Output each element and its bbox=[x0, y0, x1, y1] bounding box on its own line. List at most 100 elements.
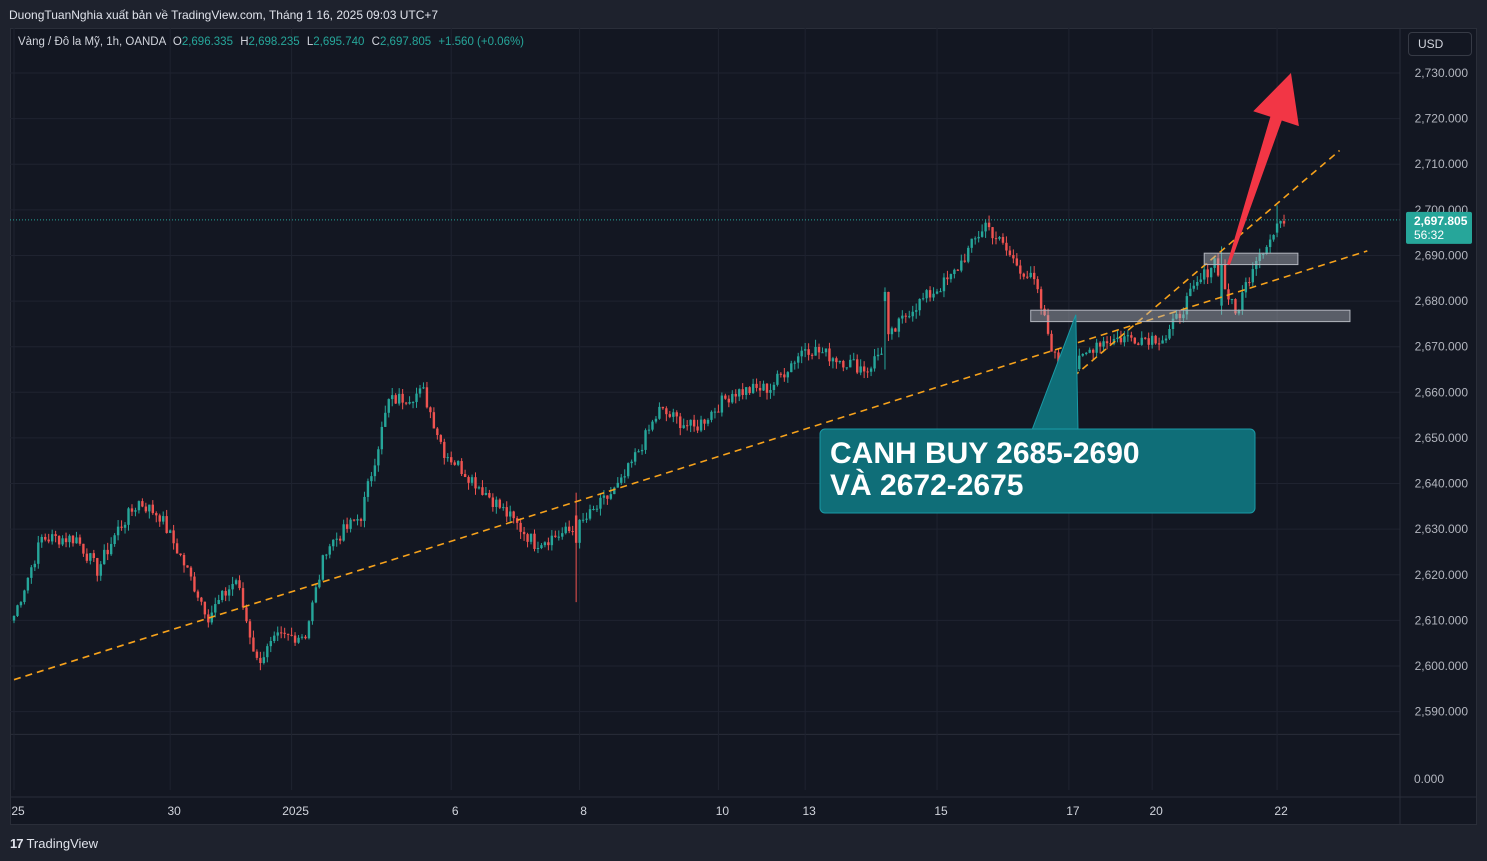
candle-body bbox=[866, 371, 869, 373]
candle-body bbox=[581, 519, 585, 521]
candle-body bbox=[980, 231, 984, 237]
candle-body bbox=[651, 421, 654, 430]
candle-body bbox=[894, 328, 897, 332]
candle-body bbox=[887, 291, 890, 335]
candle-body bbox=[578, 519, 581, 543]
candle-body bbox=[779, 373, 783, 375]
candle-body bbox=[182, 555, 186, 566]
candle-body bbox=[810, 354, 814, 356]
candle-body bbox=[443, 441, 446, 458]
candle-body bbox=[162, 516, 165, 522]
candle-body bbox=[1216, 258, 1220, 276]
candle-body bbox=[838, 360, 842, 363]
candle-body bbox=[509, 511, 512, 517]
candle-body bbox=[654, 418, 658, 422]
support-zone[interactable] bbox=[1203, 252, 1299, 266]
candle-body bbox=[148, 504, 151, 512]
candle-body bbox=[1130, 335, 1133, 338]
candle-body bbox=[391, 395, 394, 400]
candle-body bbox=[387, 399, 390, 413]
candle-body bbox=[1102, 341, 1105, 347]
price-tick: 2,620.000 bbox=[1415, 568, 1469, 582]
candle-body bbox=[984, 222, 987, 232]
price-tick: 2,690.000 bbox=[1415, 248, 1469, 262]
candle-body bbox=[762, 383, 765, 391]
candle-body bbox=[1265, 247, 1268, 254]
candle-body bbox=[293, 635, 297, 643]
candle-body bbox=[1171, 318, 1175, 329]
candle-body bbox=[151, 504, 154, 514]
candle-body bbox=[175, 543, 179, 554]
candle-body bbox=[137, 501, 141, 511]
candle-body bbox=[824, 348, 828, 353]
price-tick: 2,610.000 bbox=[1415, 613, 1469, 627]
candle-body bbox=[1154, 335, 1157, 344]
candle-body bbox=[484, 492, 488, 495]
candle-body bbox=[547, 542, 550, 546]
candle-body bbox=[1282, 221, 1286, 224]
tradingview-logo[interactable]: 17 TradingView bbox=[10, 836, 98, 851]
candle-body bbox=[616, 482, 619, 488]
candle-body bbox=[710, 411, 713, 420]
candle-body bbox=[568, 526, 571, 532]
candle-body bbox=[741, 389, 744, 395]
candle-body bbox=[748, 387, 751, 394]
symbol-name[interactable]: Vàng / Đô la Mỹ, 1h, OANDA bbox=[18, 36, 166, 48]
support-zone[interactable] bbox=[1030, 309, 1351, 323]
candle-body bbox=[1234, 299, 1237, 314]
candle-body bbox=[1244, 282, 1248, 293]
candle-body bbox=[519, 522, 522, 532]
candle-body bbox=[1189, 288, 1192, 297]
candle-body bbox=[266, 646, 269, 658]
time-tick: 2025 bbox=[282, 804, 309, 818]
candle-body bbox=[953, 269, 956, 275]
candle-body bbox=[92, 553, 96, 559]
candle-body bbox=[758, 387, 762, 391]
candle-body bbox=[47, 539, 50, 542]
candle-body bbox=[134, 510, 137, 512]
candle-body bbox=[349, 519, 352, 529]
candle-body bbox=[814, 346, 817, 356]
change-value: +1.560 (+0.06%) bbox=[438, 36, 525, 48]
candle-body bbox=[1081, 353, 1084, 356]
candle-body bbox=[1157, 343, 1161, 345]
candle-body bbox=[849, 359, 852, 368]
candle-body bbox=[800, 350, 803, 357]
low-value: 2,695.740 bbox=[313, 36, 365, 48]
tradingview-brand: TradingView bbox=[26, 836, 99, 851]
trendline[interactable] bbox=[13, 250, 1368, 681]
candle-body bbox=[522, 531, 526, 535]
trendline[interactable] bbox=[1054, 149, 1341, 393]
currency-button[interactable]: USD bbox=[1408, 32, 1472, 56]
candle-body bbox=[1168, 328, 1171, 339]
candle-body bbox=[1209, 267, 1213, 278]
candle-body bbox=[214, 604, 217, 613]
candle-body bbox=[425, 387, 429, 408]
candle-body bbox=[783, 374, 786, 378]
top-bar: DuongTuanNghia xuất bản về TradingView.c… bbox=[0, 0, 1487, 28]
volume-tick: 0.000 bbox=[1414, 772, 1444, 786]
candle-body bbox=[637, 451, 640, 453]
candle-body bbox=[842, 360, 845, 368]
candle-body bbox=[543, 542, 547, 546]
candle-body bbox=[960, 260, 963, 271]
candle-body bbox=[141, 501, 144, 507]
candle-body bbox=[116, 526, 120, 536]
candle-body bbox=[921, 298, 925, 300]
candle-body bbox=[1123, 336, 1126, 343]
callout-box[interactable] bbox=[819, 428, 1256, 514]
up-arrow-icon[interactable] bbox=[1227, 73, 1299, 266]
chart-frame[interactable] bbox=[10, 28, 1477, 825]
candle-body bbox=[380, 426, 384, 450]
candle-body bbox=[793, 362, 796, 364]
candle-body bbox=[75, 537, 78, 544]
candle-body bbox=[623, 476, 626, 478]
candle-body bbox=[755, 383, 758, 388]
candle-body bbox=[165, 516, 168, 533]
candle-body bbox=[436, 428, 439, 436]
candle-body bbox=[675, 412, 678, 417]
candle-body bbox=[935, 291, 939, 294]
candle-body bbox=[359, 519, 363, 521]
